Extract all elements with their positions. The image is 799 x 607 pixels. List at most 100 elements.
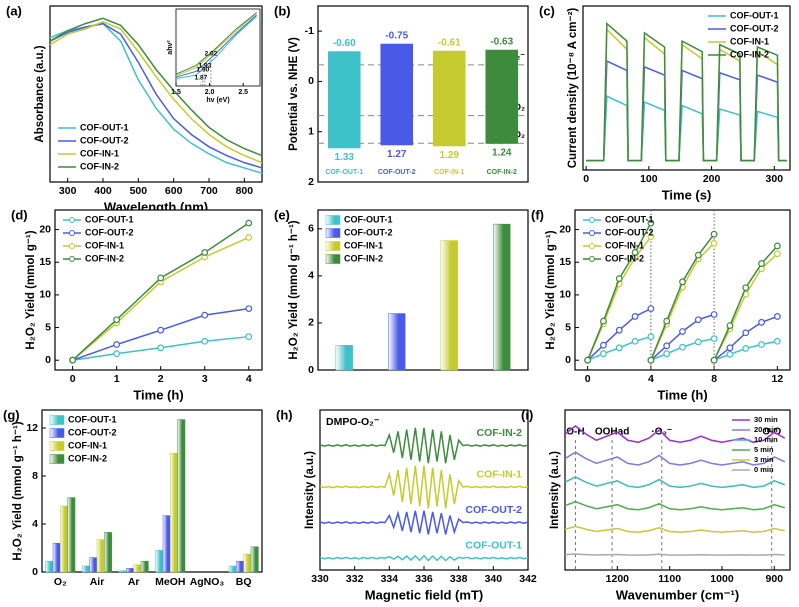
data-point <box>600 341 607 349</box>
bar <box>162 515 171 573</box>
x-axis-label: Wavenumber (cm⁻¹) <box>616 587 739 602</box>
y-tick-label: 15 <box>559 256 571 268</box>
data-point <box>710 335 718 343</box>
y-axis-label: H₂O₂ Yield (mmol g⁻¹) <box>25 230 37 349</box>
series-line <box>564 451 786 466</box>
category-label: COF-IN-2 <box>487 169 517 176</box>
x-tick-label: 1200 <box>606 573 630 585</box>
x-tick-label: 900 <box>766 573 784 585</box>
plot-frame <box>41 409 263 573</box>
bar <box>126 568 134 573</box>
series-line <box>319 427 529 464</box>
legend-label: COF-OUT-1 <box>80 122 129 132</box>
plot-frame <box>564 409 791 571</box>
data-point <box>710 239 718 247</box>
x-tick-label: 200 <box>703 173 721 185</box>
legend-label: COF-IN-1 <box>730 36 769 46</box>
panel-label: (h) <box>276 407 293 422</box>
trace-label: COF-OUT-2 <box>465 504 522 516</box>
y-tick-label: 5 <box>45 321 51 333</box>
peak-label: O-O <box>762 427 781 438</box>
bar <box>89 557 98 573</box>
data-point <box>663 350 671 358</box>
vb-label: 1.24 <box>492 147 512 158</box>
band-bar <box>327 51 361 149</box>
x-tick-label: 300 <box>59 185 77 197</box>
legend-label: 10 min <box>754 435 778 444</box>
panel-label: (f) <box>531 207 544 222</box>
data-point <box>679 278 686 286</box>
bar <box>493 223 511 371</box>
series-line <box>564 525 785 533</box>
bar <box>155 550 164 573</box>
bar <box>335 345 353 371</box>
y-tick-label: 8 <box>32 470 38 482</box>
bar <box>133 564 142 573</box>
data-point <box>758 260 765 267</box>
legend-label: COF-IN-1 <box>80 148 119 158</box>
bar <box>250 546 259 573</box>
x-tick-label: 2.0 <box>205 89 215 96</box>
data-point <box>663 342 671 350</box>
x-tick-label: 1100 <box>658 573 681 585</box>
legend-swatch <box>325 215 341 225</box>
cb-label: -0.60 <box>333 38 356 49</box>
y-tick-label: 12 <box>26 422 38 434</box>
data-point <box>647 219 655 227</box>
x-tick-label: 0 <box>585 373 591 385</box>
legend-label: COF-IN-2 <box>605 253 644 263</box>
data-point <box>679 343 686 351</box>
category-label: COF-OUT-1 <box>325 169 363 176</box>
trace-label: COF-IN-1 <box>477 468 523 480</box>
data-point <box>726 350 734 358</box>
series-line <box>586 21 787 162</box>
annotation: DMPO-O₂⁻ <box>326 416 380 428</box>
y-axis-label: Potential vs. NHE (V) <box>288 37 300 151</box>
data-point <box>679 328 686 335</box>
bar <box>104 532 112 573</box>
legend-marker <box>589 217 595 223</box>
data-point <box>773 250 781 258</box>
legend-label: COF-OUT-1 <box>605 214 654 224</box>
x-axis-label: Time (h) <box>133 387 183 402</box>
plot-frame <box>319 409 529 571</box>
data-point <box>710 356 718 364</box>
y-tick-label: 2 <box>308 176 314 188</box>
peak-label: OOHad <box>595 427 629 438</box>
legend-marker <box>69 217 75 223</box>
y-axis-label: H₂O₂ Yield (mmol g⁻¹ h⁻¹) <box>12 421 24 560</box>
x-tick-label: O₂ <box>54 576 67 588</box>
legend-swatch <box>325 228 341 238</box>
x-tick-label: 2.5 <box>238 89 248 96</box>
legend-label: COF-IN-2 <box>85 253 124 263</box>
data-point <box>69 356 77 364</box>
x-tick-label: 3 <box>202 373 208 385</box>
panel-label: (c) <box>539 3 555 18</box>
data-point <box>710 311 718 318</box>
y-tick-label: 1 <box>308 125 314 137</box>
bar <box>243 553 252 573</box>
data-point <box>157 344 165 352</box>
x-tick-label: 800 <box>236 185 254 197</box>
bar <box>228 565 237 573</box>
bar <box>440 240 458 371</box>
legend-label: 5 min <box>754 445 774 454</box>
trace-label: COF-IN-2 <box>477 427 523 439</box>
y-tick-label: 4 <box>32 518 38 530</box>
series-line <box>564 476 786 489</box>
data-point <box>245 219 253 227</box>
y-axis-label: ahv² <box>167 40 174 55</box>
y-tick-label: 0 <box>32 566 38 578</box>
legend-label: COF-IN-1 <box>85 240 124 250</box>
x-tick-label: 1000 <box>710 573 734 585</box>
data-point <box>647 356 655 364</box>
data-point <box>647 233 655 241</box>
data-point <box>742 345 750 352</box>
bar <box>52 542 61 573</box>
legend-label: COF-IN-1 <box>344 240 383 250</box>
series-line <box>319 554 529 562</box>
data-point <box>631 249 639 256</box>
legend-marker <box>589 243 595 249</box>
y-axis-label: Absorbance (a.u.) <box>34 45 46 142</box>
